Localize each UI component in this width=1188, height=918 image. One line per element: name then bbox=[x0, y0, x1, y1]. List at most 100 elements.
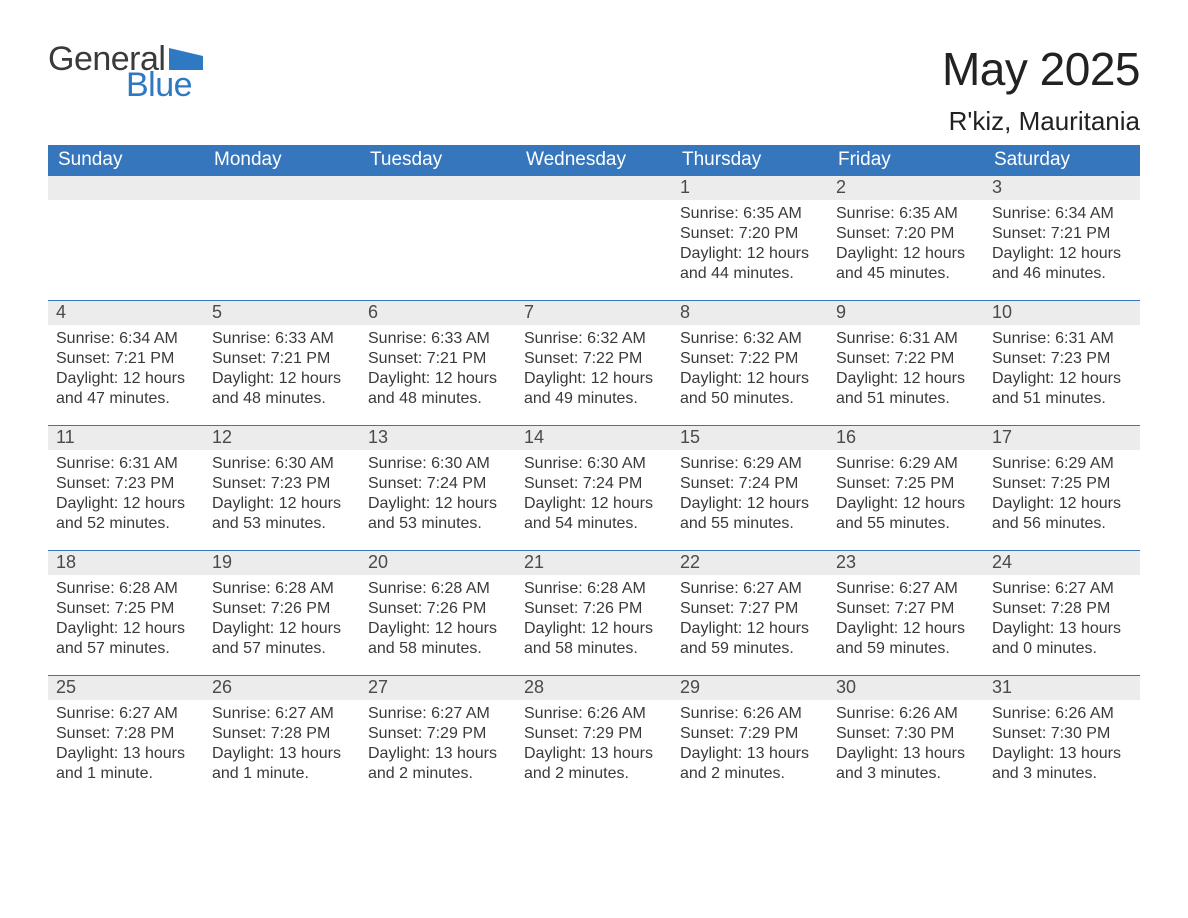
day-number: 28 bbox=[516, 676, 672, 700]
day-number: 30 bbox=[828, 676, 984, 700]
day-cell: 8Sunrise: 6:32 AMSunset: 7:22 PMDaylight… bbox=[672, 301, 828, 425]
day-body: Sunrise: 6:31 AMSunset: 7:22 PMDaylight:… bbox=[828, 325, 984, 415]
day-cell: 13Sunrise: 6:30 AMSunset: 7:24 PMDayligh… bbox=[360, 426, 516, 550]
weekday-header: Wednesday bbox=[516, 145, 672, 176]
day-cell: 26Sunrise: 6:27 AMSunset: 7:28 PMDayligh… bbox=[204, 676, 360, 800]
daylight-line: Daylight: 13 hours and 2 minutes. bbox=[524, 744, 664, 784]
week-row: 1Sunrise: 6:35 AMSunset: 7:20 PMDaylight… bbox=[48, 176, 1140, 300]
day-number: 26 bbox=[204, 676, 360, 700]
day-body bbox=[516, 200, 672, 210]
sunset-line: Sunset: 7:20 PM bbox=[680, 224, 820, 244]
day-body: Sunrise: 6:29 AMSunset: 7:25 PMDaylight:… bbox=[828, 450, 984, 540]
day-cell: 27Sunrise: 6:27 AMSunset: 7:29 PMDayligh… bbox=[360, 676, 516, 800]
day-number: 5 bbox=[204, 301, 360, 325]
daylight-line: Daylight: 12 hours and 58 minutes. bbox=[524, 619, 664, 659]
day-body bbox=[360, 200, 516, 210]
sunrise-line: Sunrise: 6:27 AM bbox=[212, 704, 352, 724]
day-number bbox=[516, 176, 672, 200]
sunset-line: Sunset: 7:30 PM bbox=[836, 724, 976, 744]
day-number: 15 bbox=[672, 426, 828, 450]
day-number: 2 bbox=[828, 176, 984, 200]
sunset-line: Sunset: 7:22 PM bbox=[524, 349, 664, 369]
sunrise-line: Sunrise: 6:31 AM bbox=[992, 329, 1132, 349]
daylight-line: Daylight: 12 hours and 45 minutes. bbox=[836, 244, 976, 284]
day-number: 7 bbox=[516, 301, 672, 325]
day-body: Sunrise: 6:26 AMSunset: 7:30 PMDaylight:… bbox=[984, 700, 1140, 790]
sunset-line: Sunset: 7:26 PM bbox=[368, 599, 508, 619]
day-body: Sunrise: 6:31 AMSunset: 7:23 PMDaylight:… bbox=[984, 325, 1140, 415]
weekday-header: Saturday bbox=[984, 145, 1140, 176]
day-cell: 18Sunrise: 6:28 AMSunset: 7:25 PMDayligh… bbox=[48, 551, 204, 675]
weekday-header: Sunday bbox=[48, 145, 204, 176]
sunrise-line: Sunrise: 6:26 AM bbox=[524, 704, 664, 724]
sunrise-line: Sunrise: 6:33 AM bbox=[368, 329, 508, 349]
day-number: 1 bbox=[672, 176, 828, 200]
sunset-line: Sunset: 7:27 PM bbox=[680, 599, 820, 619]
day-body: Sunrise: 6:32 AMSunset: 7:22 PMDaylight:… bbox=[672, 325, 828, 415]
day-body: Sunrise: 6:34 AMSunset: 7:21 PMDaylight:… bbox=[48, 325, 204, 415]
day-number: 12 bbox=[204, 426, 360, 450]
day-cell: 6Sunrise: 6:33 AMSunset: 7:21 PMDaylight… bbox=[360, 301, 516, 425]
daylight-line: Daylight: 12 hours and 50 minutes. bbox=[680, 369, 820, 409]
day-number: 14 bbox=[516, 426, 672, 450]
daylight-line: Daylight: 13 hours and 3 minutes. bbox=[836, 744, 976, 784]
day-cell bbox=[48, 176, 204, 300]
day-number: 6 bbox=[360, 301, 516, 325]
daylight-line: Daylight: 13 hours and 3 minutes. bbox=[992, 744, 1132, 784]
day-body: Sunrise: 6:27 AMSunset: 7:29 PMDaylight:… bbox=[360, 700, 516, 790]
sunset-line: Sunset: 7:28 PM bbox=[992, 599, 1132, 619]
day-body: Sunrise: 6:28 AMSunset: 7:26 PMDaylight:… bbox=[204, 575, 360, 665]
daylight-line: Daylight: 12 hours and 46 minutes. bbox=[992, 244, 1132, 284]
day-body: Sunrise: 6:35 AMSunset: 7:20 PMDaylight:… bbox=[828, 200, 984, 290]
day-cell bbox=[516, 176, 672, 300]
day-cell: 10Sunrise: 6:31 AMSunset: 7:23 PMDayligh… bbox=[984, 301, 1140, 425]
day-number: 23 bbox=[828, 551, 984, 575]
day-number bbox=[360, 176, 516, 200]
daylight-line: Daylight: 12 hours and 58 minutes. bbox=[368, 619, 508, 659]
sunset-line: Sunset: 7:26 PM bbox=[524, 599, 664, 619]
day-number: 8 bbox=[672, 301, 828, 325]
day-cell: 11Sunrise: 6:31 AMSunset: 7:23 PMDayligh… bbox=[48, 426, 204, 550]
day-cell: 20Sunrise: 6:28 AMSunset: 7:26 PMDayligh… bbox=[360, 551, 516, 675]
sunrise-line: Sunrise: 6:32 AM bbox=[680, 329, 820, 349]
day-body: Sunrise: 6:26 AMSunset: 7:29 PMDaylight:… bbox=[672, 700, 828, 790]
daylight-line: Daylight: 13 hours and 2 minutes. bbox=[368, 744, 508, 784]
page-title: May 2025 bbox=[942, 42, 1140, 96]
day-cell: 21Sunrise: 6:28 AMSunset: 7:26 PMDayligh… bbox=[516, 551, 672, 675]
daylight-line: Daylight: 13 hours and 1 minute. bbox=[56, 744, 196, 784]
day-body: Sunrise: 6:28 AMSunset: 7:26 PMDaylight:… bbox=[360, 575, 516, 665]
logo-text-blue: Blue bbox=[126, 68, 203, 102]
sunset-line: Sunset: 7:21 PM bbox=[368, 349, 508, 369]
day-cell: 22Sunrise: 6:27 AMSunset: 7:27 PMDayligh… bbox=[672, 551, 828, 675]
daylight-line: Daylight: 13 hours and 0 minutes. bbox=[992, 619, 1132, 659]
sunrise-line: Sunrise: 6:29 AM bbox=[992, 454, 1132, 474]
day-body: Sunrise: 6:30 AMSunset: 7:24 PMDaylight:… bbox=[516, 450, 672, 540]
sunrise-line: Sunrise: 6:31 AM bbox=[56, 454, 196, 474]
daylight-line: Daylight: 12 hours and 51 minutes. bbox=[836, 369, 976, 409]
sunset-line: Sunset: 7:23 PM bbox=[56, 474, 196, 494]
week-row: 18Sunrise: 6:28 AMSunset: 7:25 PMDayligh… bbox=[48, 550, 1140, 675]
day-body: Sunrise: 6:33 AMSunset: 7:21 PMDaylight:… bbox=[360, 325, 516, 415]
day-number: 9 bbox=[828, 301, 984, 325]
day-body: Sunrise: 6:33 AMSunset: 7:21 PMDaylight:… bbox=[204, 325, 360, 415]
day-cell bbox=[204, 176, 360, 300]
sunrise-line: Sunrise: 6:29 AM bbox=[680, 454, 820, 474]
daylight-line: Daylight: 12 hours and 48 minutes. bbox=[212, 369, 352, 409]
day-number bbox=[48, 176, 204, 200]
sunset-line: Sunset: 7:23 PM bbox=[992, 349, 1132, 369]
sunset-line: Sunset: 7:25 PM bbox=[992, 474, 1132, 494]
day-number: 19 bbox=[204, 551, 360, 575]
daylight-line: Daylight: 12 hours and 47 minutes. bbox=[56, 369, 196, 409]
daylight-line: Daylight: 12 hours and 55 minutes. bbox=[680, 494, 820, 534]
sunset-line: Sunset: 7:28 PM bbox=[56, 724, 196, 744]
weekday-header: Friday bbox=[828, 145, 984, 176]
day-number: 16 bbox=[828, 426, 984, 450]
daylight-line: Daylight: 12 hours and 51 minutes. bbox=[992, 369, 1132, 409]
daylight-line: Daylight: 12 hours and 59 minutes. bbox=[680, 619, 820, 659]
day-number bbox=[204, 176, 360, 200]
daylight-line: Daylight: 12 hours and 44 minutes. bbox=[680, 244, 820, 284]
day-body: Sunrise: 6:30 AMSunset: 7:23 PMDaylight:… bbox=[204, 450, 360, 540]
day-cell: 28Sunrise: 6:26 AMSunset: 7:29 PMDayligh… bbox=[516, 676, 672, 800]
sunset-line: Sunset: 7:21 PM bbox=[212, 349, 352, 369]
sunrise-line: Sunrise: 6:29 AM bbox=[836, 454, 976, 474]
